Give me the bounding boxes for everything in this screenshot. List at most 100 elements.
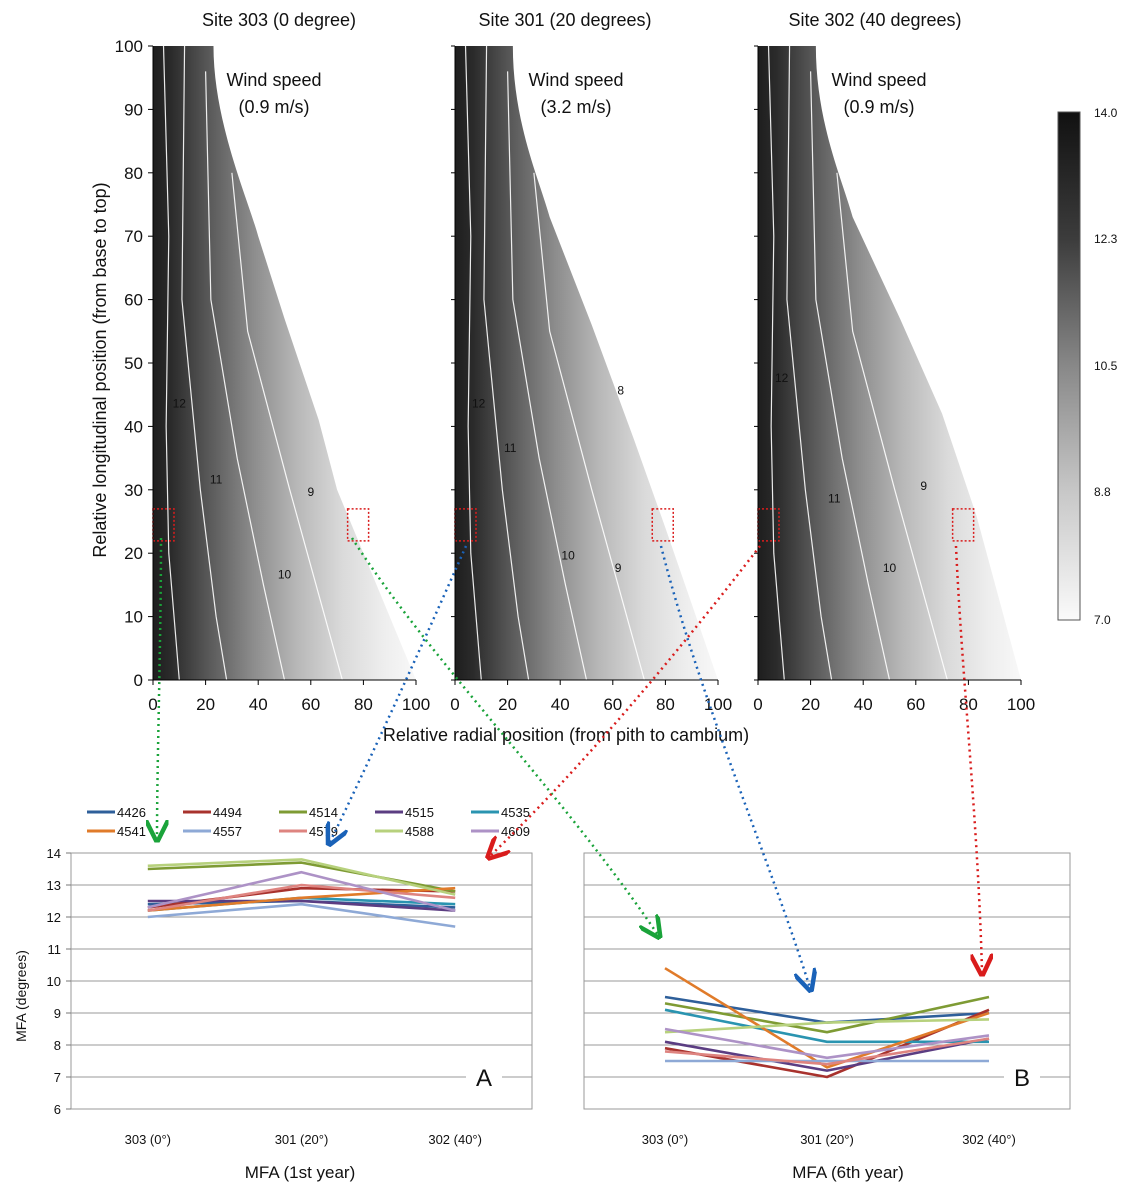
y-tick-label: 6 <box>54 1102 61 1117</box>
series-line-4579 <box>147 883 456 912</box>
x-tick-label: 301 (20°) <box>800 1132 854 1147</box>
y-tick-label: 60 <box>124 291 143 310</box>
stem-shape <box>758 46 1021 680</box>
y-tick-label: 50 <box>124 354 143 373</box>
line-chart-mfa-6th-year: 303 (0°) 301 (20°) 302 (40°) B <box>583 852 1071 1147</box>
legend-entry: 4541 <box>117 824 146 839</box>
contour-line <box>810 71 891 681</box>
wind-annotation: (3.2 m/s) <box>540 97 611 117</box>
contour-label: 11 <box>828 491 841 505</box>
contour-label: 10 <box>278 568 292 582</box>
y-tick-label: 7 <box>54 1070 61 1085</box>
contour-label: 9 <box>920 479 927 493</box>
series-line-4588 <box>147 858 456 896</box>
contour-label: 8 <box>617 384 624 398</box>
y-tick-label: 10 <box>47 974 61 989</box>
contour-line <box>205 71 286 681</box>
contour-line <box>507 71 588 681</box>
x-tick-label: 80 <box>959 695 978 714</box>
colorbar-tick: 12.3 <box>1094 232 1118 246</box>
x-tick-label: 40 <box>551 695 570 714</box>
y-tick-label: 12 <box>47 910 61 925</box>
contour-line <box>181 45 228 681</box>
connector-arrows <box>157 537 982 988</box>
x-tick-label: 100 <box>402 695 430 714</box>
x-tick-label: 40 <box>249 695 268 714</box>
arrow-green-cambium <box>350 537 658 935</box>
contour-line <box>767 45 785 681</box>
wind-annotation: (0.9 m/s) <box>238 97 309 117</box>
contour-label: 10 <box>561 549 575 563</box>
sample-region <box>651 508 674 542</box>
colorbar-tick: 10.5 <box>1094 359 1118 373</box>
contour-line <box>162 45 180 681</box>
stem-shape <box>455 46 718 680</box>
title-site-301: Site 301 (20 degrees) <box>478 10 651 30</box>
heatmap-xlabel: Relative radial position (from pith to c… <box>383 725 749 745</box>
x-tick-label: 60 <box>301 695 320 714</box>
x-tick-label: 302 (40°) <box>962 1132 1016 1147</box>
series-line-4514 <box>664 995 990 1034</box>
sample-region <box>346 508 370 542</box>
arrow-blue-pith <box>330 545 468 842</box>
contour-line <box>786 45 833 681</box>
panel-letter-bg <box>1004 1061 1040 1093</box>
series-line-4515 <box>664 1037 990 1072</box>
x-tick-label: 80 <box>354 695 373 714</box>
y-tick-label: 20 <box>124 544 143 563</box>
y-tick-label: 8 <box>54 1038 61 1053</box>
x-tick-label: 20 <box>196 695 215 714</box>
line-ylabel: MFA (degrees) <box>13 950 29 1042</box>
contour-label: 9 <box>615 561 622 575</box>
colorbar-tick: 8.8 <box>1094 485 1111 499</box>
stem-shape <box>153 46 416 680</box>
y-tick-label: 40 <box>124 417 143 436</box>
legend-entry: 4426 <box>117 805 146 820</box>
x-tick-label: 303 (0°) <box>642 1132 688 1147</box>
contour-label: 12 <box>173 396 187 410</box>
x-tick-label: 100 <box>1007 695 1035 714</box>
wind-annotation: (0.9 m/s) <box>843 97 914 117</box>
y-tick-label: 90 <box>124 100 143 119</box>
contour-label: 9 <box>307 485 314 499</box>
heatmap-ylabel: Relative longitudinal position (from bas… <box>90 182 110 557</box>
contour-label: 11 <box>210 472 223 486</box>
x-tick-label: 20 <box>801 695 820 714</box>
contour-label: 12 <box>775 371 789 385</box>
heatmap-site-303: 12 11 10 9 Wind speed (0.9 m/s) 0 20 40 60 80 100 0 1… <box>115 37 431 714</box>
y-tick-label: 10 <box>124 608 143 627</box>
y-tick-label: 70 <box>124 227 143 246</box>
y-tick-label: 14 <box>47 846 61 861</box>
x-tick-label: 100 <box>704 695 732 714</box>
sample-region <box>951 508 975 542</box>
series-line-4579 <box>664 1037 990 1066</box>
x-tick-label: 303 (0°) <box>125 1132 171 1147</box>
colorbar: 14.0 12.3 10.5 8.8 7.0 <box>1057 106 1118 627</box>
y-tick-label: 11 <box>48 942 62 957</box>
x-tick-label: 0 <box>450 695 459 714</box>
xlabel-mfa-1st-year: MFA (1st year) <box>245 1163 356 1182</box>
panel-letter: A <box>476 1065 492 1092</box>
contour-line <box>231 172 343 681</box>
contour-label: 10 <box>883 561 897 575</box>
x-tick-label: 302 (40°) <box>428 1132 482 1147</box>
contour-line <box>483 45 530 681</box>
series-line-4541 <box>664 967 990 1069</box>
heatmap-site-301: 12 11 10 9 8 Wind speed (3.2 m/s) 0 20 40 60 80 100 <box>450 45 732 714</box>
y-tick-label: 0 <box>134 671 143 690</box>
wind-annotation: Wind speed <box>831 70 926 90</box>
series-line-4541 <box>147 886 456 912</box>
y-tick-label: 9 <box>54 1006 61 1021</box>
contour-line <box>464 45 482 681</box>
series-line-4609 <box>147 870 456 912</box>
legend-entry: 4515 <box>405 805 434 820</box>
x-tick-label: 40 <box>854 695 873 714</box>
colorbar-tick: 7.0 <box>1094 613 1111 627</box>
legend-entry: 4494 <box>213 805 242 820</box>
colorbar-gradient <box>1057 111 1081 621</box>
panel-letter: B <box>1014 1065 1030 1092</box>
heatmap-site-302: 12 11 10 9 Wind speed (0.9 m/s) 0 20 40 60 80 100 <box>753 45 1035 714</box>
wind-annotation: Wind speed <box>226 70 321 90</box>
arrow-red-cambium <box>954 545 982 972</box>
